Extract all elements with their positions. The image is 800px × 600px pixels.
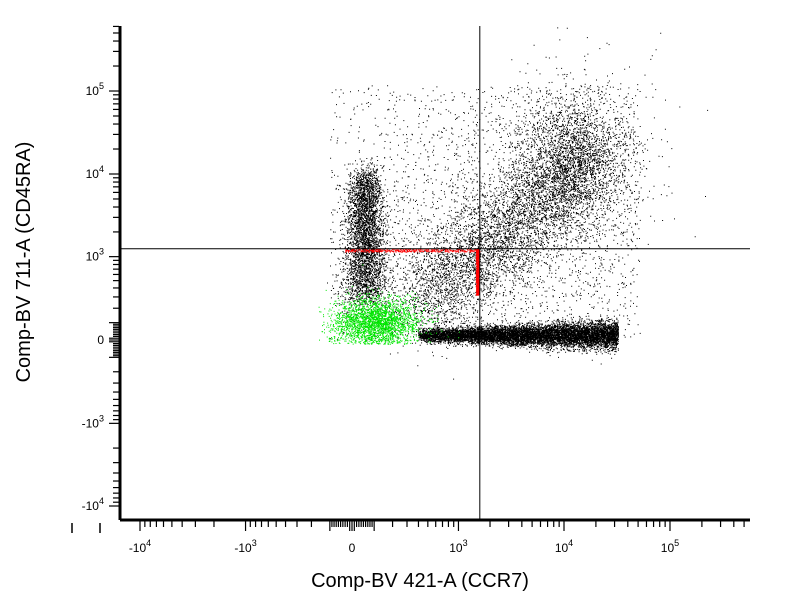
y-tick-label: 104 (86, 164, 104, 181)
y-tick-label: -103 (82, 413, 104, 430)
event-dots (318, 27, 709, 380)
y-tick-label: 0 (97, 333, 104, 347)
axes: -104 -103 0 103 104 105 105 104 103 0 -103 -104 (71, 25, 750, 555)
population-dots-black (327, 27, 709, 380)
x-axis-title: Comp-BV 421-A (CCR7) (311, 570, 529, 592)
quadrant-gate[interactable] (120, 26, 750, 520)
x-tick-label: 103 (449, 538, 467, 555)
x-tick-label: -104 (129, 538, 151, 555)
population-dots-gated (318, 264, 461, 345)
x-tick-label: -103 (234, 538, 256, 555)
x-tick-label: 105 (661, 538, 679, 555)
y-axis-title: Comp-BV 711-A (CD45RA) (13, 142, 35, 383)
x-tick-label: 0 (349, 541, 356, 555)
y-tick-label: 105 (86, 81, 104, 98)
x-tick-label: 104 (555, 538, 573, 555)
y-tick-label: -104 (82, 496, 104, 513)
y-tick-label: 103 (86, 247, 104, 264)
